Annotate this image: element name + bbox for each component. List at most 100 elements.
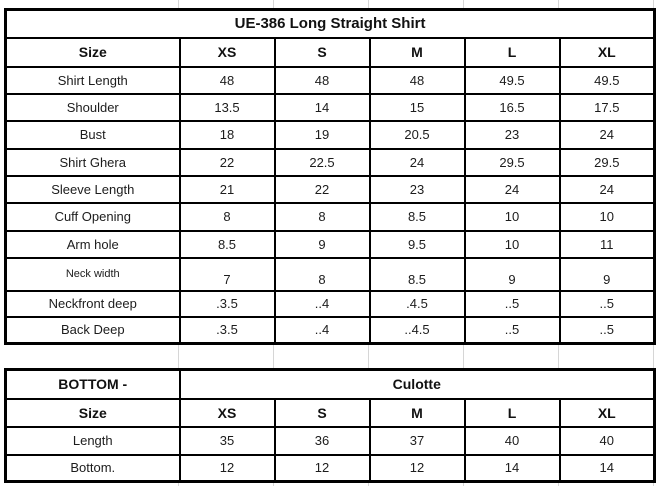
header-cell-xl: XL — [558, 397, 656, 428]
row-label-cell: Arm hole — [4, 229, 181, 259]
value-cell: ..5 — [558, 289, 656, 318]
value-cell: 24 — [558, 174, 656, 204]
value-cell: 29.5 — [558, 147, 656, 177]
bottom-table-label: BOTTOM - — [4, 368, 181, 400]
value-cell: 12 — [178, 453, 276, 483]
value-cell: 29.5 — [463, 147, 561, 177]
shirt-size-table: UE-386 Long Straight Shirt Size XS S M L… — [4, 8, 657, 345]
value-cell: 20.5 — [368, 119, 466, 150]
header-cell-size: Size — [4, 36, 181, 68]
value-cell: ..4 — [273, 315, 371, 345]
table-row: Shirt Length 48 48 48 49.5 49.5 — [4, 65, 656, 95]
value-cell: 9.5 — [368, 229, 466, 259]
value-cell: 14 — [273, 92, 371, 122]
value-cell: 17.5 — [558, 92, 656, 122]
value-cell: 18 — [178, 119, 276, 150]
row-label-cell: Neckfront deep — [4, 289, 181, 318]
table-row: Neckfront deep .3.5 ..4 .4.5 ..5 ..5 — [4, 289, 656, 318]
value-cell: 7 — [178, 256, 276, 292]
table-row: Neck width 7 8 8.5 9 9 — [4, 256, 656, 292]
header-cell-s: S — [273, 397, 371, 428]
table-header-row: Size XS S M L XL — [4, 397, 656, 428]
table-row: Length 35 36 37 40 40 — [4, 425, 656, 456]
value-cell: 24 — [463, 174, 561, 204]
value-cell: 23 — [463, 119, 561, 150]
row-label-cell: Shirt Ghera — [4, 147, 181, 177]
value-cell: 11 — [558, 229, 656, 259]
value-cell: 10 — [463, 201, 561, 232]
table-row: Shirt Ghera 22 22.5 24 29.5 29.5 — [4, 147, 656, 177]
value-cell: 40 — [463, 425, 561, 456]
value-cell: .3.5 — [178, 289, 276, 318]
value-cell: ..4 — [273, 289, 371, 318]
value-cell: 49.5 — [463, 65, 561, 95]
value-cell: 9 — [558, 256, 656, 292]
value-cell: 48 — [368, 65, 466, 95]
shirt-table-title: UE-386 Long Straight Shirt — [4, 8, 656, 39]
value-cell: 15 — [368, 92, 466, 122]
value-cell: 13.5 — [178, 92, 276, 122]
value-cell: 22 — [178, 147, 276, 177]
row-label-cell: Cuff Opening — [4, 201, 181, 232]
header-cell-xl: XL — [558, 36, 656, 68]
header-cell-l: L — [463, 397, 561, 428]
value-cell: 48 — [273, 65, 371, 95]
table-row: Back Deep .3.5 ..4 ..4.5 ..5 ..5 — [4, 315, 656, 345]
row-label-cell: Bottom. — [4, 453, 181, 483]
value-cell: 37 — [368, 425, 466, 456]
value-cell: .3.5 — [178, 315, 276, 345]
table-row: Bust 18 19 20.5 23 24 — [4, 119, 656, 150]
row-label-cell: Sleeve Length — [4, 174, 181, 204]
header-cell-s: S — [273, 36, 371, 68]
value-cell: 8 — [178, 201, 276, 232]
table-row: Shoulder 13.5 14 15 16.5 17.5 — [4, 92, 656, 122]
value-cell: 12 — [368, 453, 466, 483]
row-label-cell: Back Deep — [4, 315, 181, 345]
value-cell: 8.5 — [178, 229, 276, 259]
value-cell: 9 — [273, 229, 371, 259]
value-cell: 19 — [273, 119, 371, 150]
value-cell: 10 — [463, 229, 561, 259]
value-cell: 12 — [273, 453, 371, 483]
bottom-table-title: Culotte — [178, 368, 656, 400]
value-cell: 36 — [273, 425, 371, 456]
header-cell-xs: XS — [178, 36, 276, 68]
value-cell: 9 — [463, 256, 561, 292]
value-cell: ..5 — [463, 289, 561, 318]
row-label-cell: Shoulder — [4, 92, 181, 122]
value-cell: 40 — [558, 425, 656, 456]
value-cell: 24 — [368, 147, 466, 177]
value-cell: 8 — [273, 201, 371, 232]
value-cell: 10 — [558, 201, 656, 232]
value-cell: 49.5 — [558, 65, 656, 95]
value-cell: 14 — [463, 453, 561, 483]
header-cell-l: L — [463, 36, 561, 68]
table-row: Arm hole 8.5 9 9.5 10 11 — [4, 229, 656, 259]
table-row: UE-386 Long Straight Shirt — [4, 8, 656, 39]
value-cell: 48 — [178, 65, 276, 95]
header-cell-m: M — [368, 397, 466, 428]
row-label-cell: Neck width — [4, 256, 181, 292]
row-label-cell: Bust — [4, 119, 181, 150]
row-label-cell: Length — [4, 425, 181, 456]
table-row: Sleeve Length 21 22 23 24 24 — [4, 174, 656, 204]
value-cell: ..5 — [463, 315, 561, 345]
value-cell: .4.5 — [368, 289, 466, 318]
value-cell: 8.5 — [368, 201, 466, 232]
value-cell: 16.5 — [463, 92, 561, 122]
table-row: BOTTOM - Culotte — [4, 368, 656, 400]
value-cell: 8 — [273, 256, 371, 292]
value-cell: ..5 — [558, 315, 656, 345]
table-row: Cuff Opening 8 8 8.5 10 10 — [4, 201, 656, 232]
table-row: Bottom. 12 12 12 14 14 — [4, 453, 656, 483]
header-cell-xs: XS — [178, 397, 276, 428]
value-cell: ..4.5 — [368, 315, 466, 345]
row-label-cell: Shirt Length — [4, 65, 181, 95]
table-header-row: Size XS S M L XL — [4, 36, 656, 68]
value-cell: 22 — [273, 174, 371, 204]
value-cell: 8.5 — [368, 256, 466, 292]
value-cell: 21 — [178, 174, 276, 204]
value-cell: 35 — [178, 425, 276, 456]
header-cell-size: Size — [4, 397, 181, 428]
